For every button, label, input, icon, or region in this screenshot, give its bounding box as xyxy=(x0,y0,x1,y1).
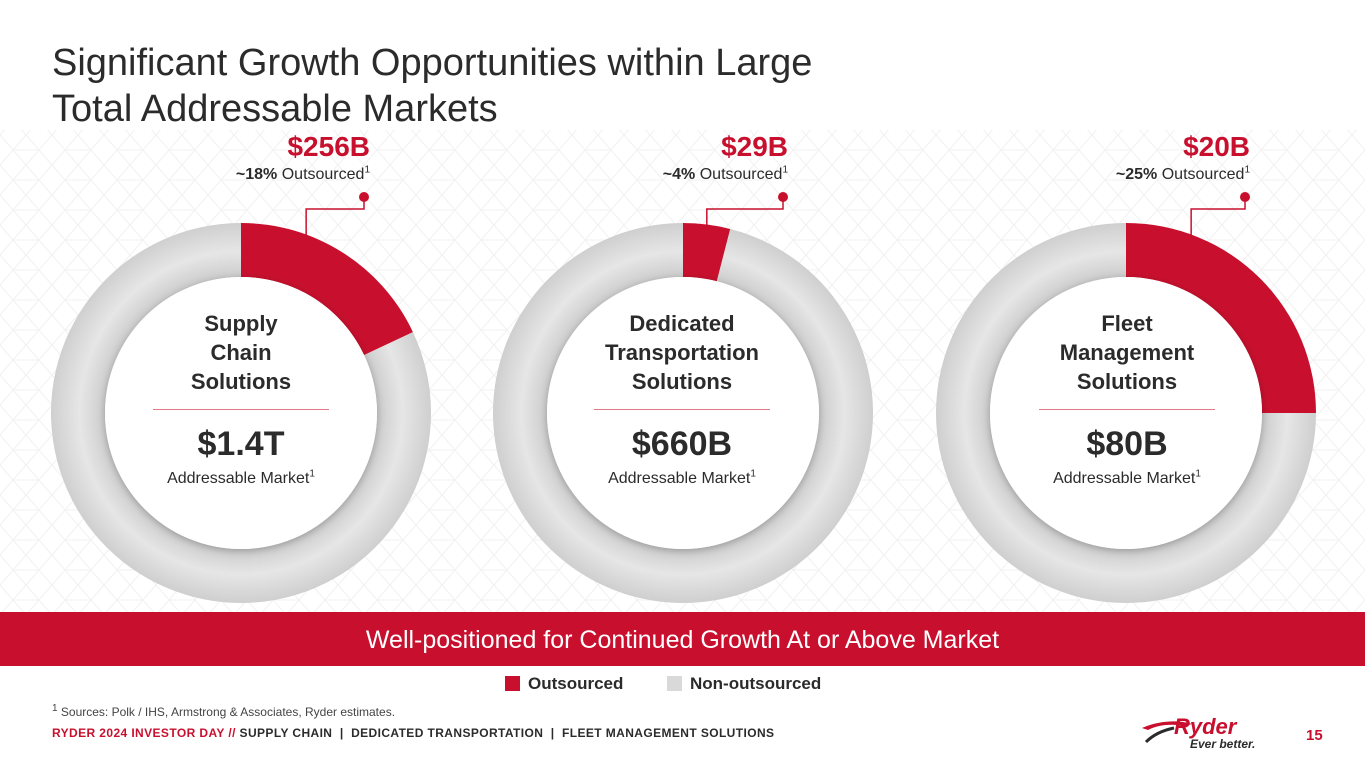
chart-3-pct-word: Outsourced xyxy=(1161,166,1245,183)
footnote-marker: 1 xyxy=(52,703,58,714)
legend-item-non-outsourced: Non-outsourced xyxy=(667,674,821,694)
divider xyxy=(1039,409,1215,410)
footnote-ref: 1 xyxy=(782,164,788,176)
segment-line: Solutions xyxy=(190,369,292,394)
footnote: 1 Sources: Polk / IHS, Armstrong & Assoc… xyxy=(52,703,396,720)
legend-swatch-non-outsourced xyxy=(667,676,682,691)
chart-3-center: Fleet Management Solutions $80B Addressa… xyxy=(1027,309,1227,488)
footnote-ref: 1 xyxy=(309,468,315,480)
footnote-ref: 1 xyxy=(750,468,756,480)
chart-1-pct-word: Outsourced xyxy=(281,166,365,183)
chart-2-total: $660B xyxy=(631,425,733,463)
donut-1-leader-dot xyxy=(359,192,369,202)
footnote-ref: 1 xyxy=(1195,468,1201,480)
divider xyxy=(594,409,770,410)
donut-1-center-disc xyxy=(105,277,377,549)
chart-2-total-sub: Addressable Market1 xyxy=(582,468,782,488)
logo-tagline: Ever better. xyxy=(1190,737,1255,751)
total-sub-text: Addressable Market xyxy=(167,470,310,487)
chart-2-pct-value: ~4% xyxy=(662,166,696,183)
page-number: 15 xyxy=(1306,727,1323,744)
chart-3-outsourced-value: $20B xyxy=(1183,131,1250,162)
page-title: Significant Growth Opportunities within … xyxy=(52,40,952,132)
segment-line: Supply xyxy=(204,311,278,336)
donut-3-leader-line xyxy=(1190,197,1246,237)
chart-2-outsourced-pct: ~4% Outsourced1 xyxy=(568,164,788,184)
segment-line: Transportation xyxy=(604,340,759,365)
logo-name: Ryder xyxy=(1174,714,1238,739)
segment-line: Solutions xyxy=(1076,369,1178,394)
donut-2-slice-outsourced xyxy=(683,223,731,282)
chart-1-center: Supply Chain Solutions $1.4T Addressable… xyxy=(141,309,341,488)
segment-line: Fleet xyxy=(1101,311,1153,336)
footer-sections: SUPPLY CHAIN | DEDICATED TRANSPORTATION … xyxy=(239,726,775,740)
donut-2-leader-dot xyxy=(778,192,788,202)
segment-line: Solutions xyxy=(631,369,733,394)
chart-2-outsourced-value: $29B xyxy=(721,131,788,162)
donut-charts xyxy=(51,192,1316,603)
footer-separator: // xyxy=(224,726,240,740)
chart-1-outsourced-value: $256B xyxy=(287,131,370,162)
chart-3-segment-name: Fleet Management Solutions xyxy=(1027,309,1227,396)
chart-2-center: Dedicated Transportation Solutions $660B… xyxy=(582,309,782,488)
chart-1-outsourced-pct: ~18% Outsourced1 xyxy=(150,164,370,184)
total-sub-text: Addressable Market xyxy=(1053,470,1196,487)
donut-3-leader-dot xyxy=(1240,192,1250,202)
footnote-text: Sources: Polk / IHS, Armstrong & Associa… xyxy=(57,705,396,719)
divider xyxy=(153,409,329,410)
legend-label: Outsourced xyxy=(528,674,624,693)
footnote-ref: 1 xyxy=(1244,164,1250,176)
chart-2-segment-name: Dedicated Transportation Solutions xyxy=(582,309,782,396)
segment-line: Management xyxy=(1059,340,1195,365)
segment-line: Dedicated xyxy=(629,311,735,336)
donut-3-center-disc xyxy=(990,277,1262,549)
footnote-ref: 1 xyxy=(364,164,370,176)
footer-event: RYDER 2024 INVESTOR DAY xyxy=(52,726,225,740)
donut-1-slice-outsourced xyxy=(241,223,413,356)
total-sub-text: Addressable Market xyxy=(608,470,751,487)
chart-1-pct-value: ~18% xyxy=(235,166,278,183)
title-line-1: Significant Growth Opportunities within … xyxy=(52,42,813,84)
legend-label: Non-outsourced xyxy=(690,674,822,693)
key-message-banner: Well-positioned for Continued Growth At … xyxy=(0,612,1365,666)
chart-1-segment-name: Supply Chain Solutions xyxy=(141,309,341,396)
chart-1-total-sub: Addressable Market1 xyxy=(141,468,341,488)
donut-3-slice-outsourced xyxy=(1126,223,1316,413)
chart-3-outsourced-pct: ~25% Outsourced1 xyxy=(1030,164,1250,184)
chart-3-total: $80B xyxy=(1086,425,1168,463)
segment-line: Chain xyxy=(210,340,272,365)
chart-1-total: $1.4T xyxy=(197,425,285,463)
chart-3-pct-value: ~25% xyxy=(1115,166,1158,183)
chart-3-total-sub: Addressable Market1 xyxy=(1027,468,1227,488)
donut-2-leader-line xyxy=(706,197,784,227)
legend-swatch-outsourced xyxy=(505,676,520,691)
chart-2-pct-word: Outsourced xyxy=(699,166,783,183)
donut-1-leader-line xyxy=(305,197,365,237)
donut-2-center-disc xyxy=(547,277,819,549)
legend-item-outsourced: Outsourced xyxy=(505,674,623,694)
ryder-logo-icon: Ryder Ever better. xyxy=(1142,714,1255,751)
footer: RYDER 2024 INVESTOR DAY // SUPPLY CHAIN … xyxy=(52,726,774,740)
title-line-2: Total Addressable Markets xyxy=(52,88,498,130)
